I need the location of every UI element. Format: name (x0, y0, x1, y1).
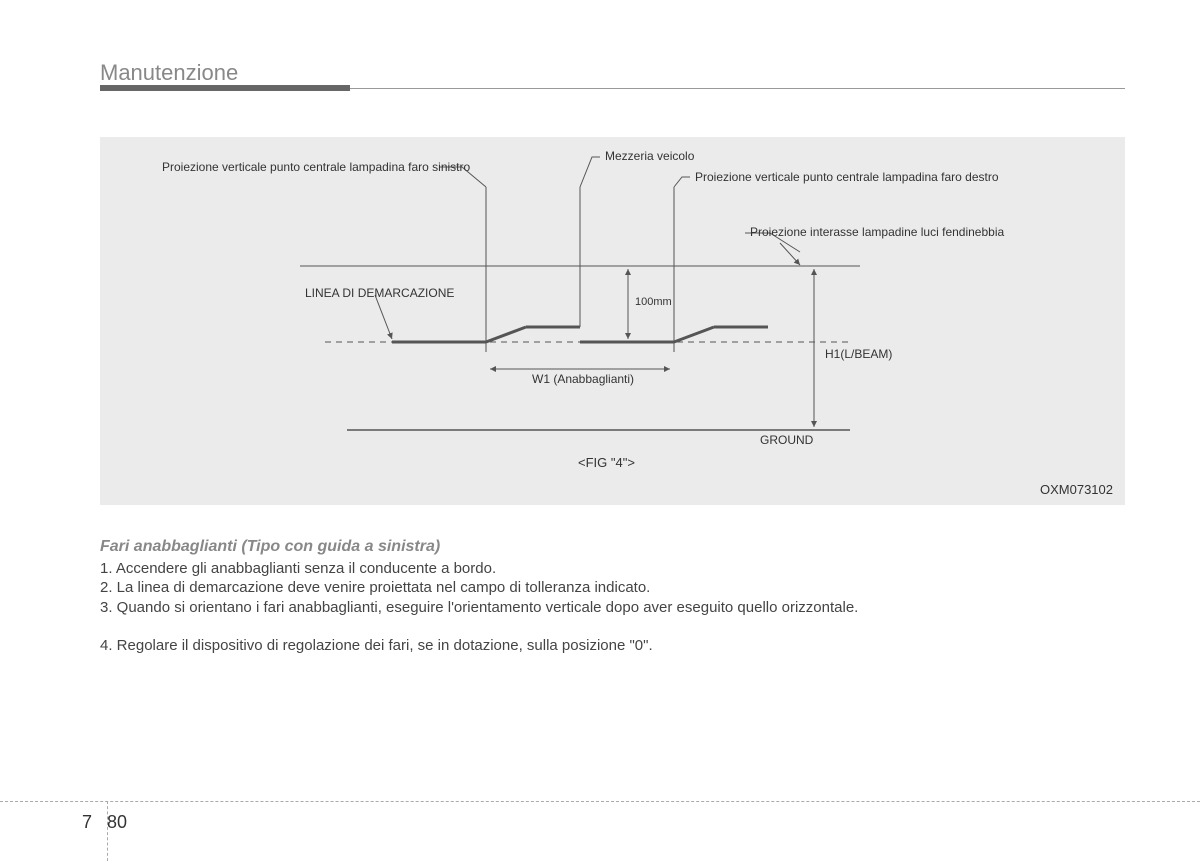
label-code: OXM073102 (1040, 482, 1113, 497)
label-left-projection: Proiezione verticale punto centrale lamp… (162, 160, 470, 174)
label-right-projection: Proiezione verticale punto centrale lamp… (695, 170, 999, 184)
content-line-2: 2. La linea di demarcazione deve venire … (100, 578, 910, 597)
content-line-4: 4. Regolare il dispositivo di regolazion… (100, 636, 910, 655)
label-h1: H1(L/BEAM) (825, 347, 892, 361)
diagram-svg (100, 137, 1125, 505)
label-w1: W1 (Anabbaglianti) (532, 372, 634, 386)
page-number: 7 80 (82, 812, 127, 833)
title-underline-light (350, 88, 1125, 89)
diagram-box: Proiezione verticale punto centrale lamp… (100, 137, 1125, 505)
content-line-1: 1. Accendere gli anabbaglianti senza il … (100, 559, 910, 578)
label-centerline: Mezzeria veicolo (605, 149, 694, 163)
label-ground: GROUND (760, 433, 813, 447)
label-fig: <FIG "4"> (578, 455, 635, 470)
title-underline-dark (100, 85, 350, 91)
page-title: Manutenzione (100, 60, 238, 86)
content-line-3: 3. Quando si orientano i fari anabbaglia… (100, 598, 910, 617)
label-demarcation: LINEA DI DEMARCAZIONE (305, 286, 454, 300)
label-100mm: 100mm (635, 296, 672, 308)
page-num-page: 80 (107, 812, 127, 832)
content-subtitle: Fari anabbaglianti (Tipo con guida a sin… (100, 538, 440, 556)
page-num-chapter: 7 (82, 812, 92, 832)
footer-dashed-line (0, 801, 1200, 802)
label-fog-interaxis: Proiezione interasse lampadine luci fend… (750, 225, 1004, 239)
